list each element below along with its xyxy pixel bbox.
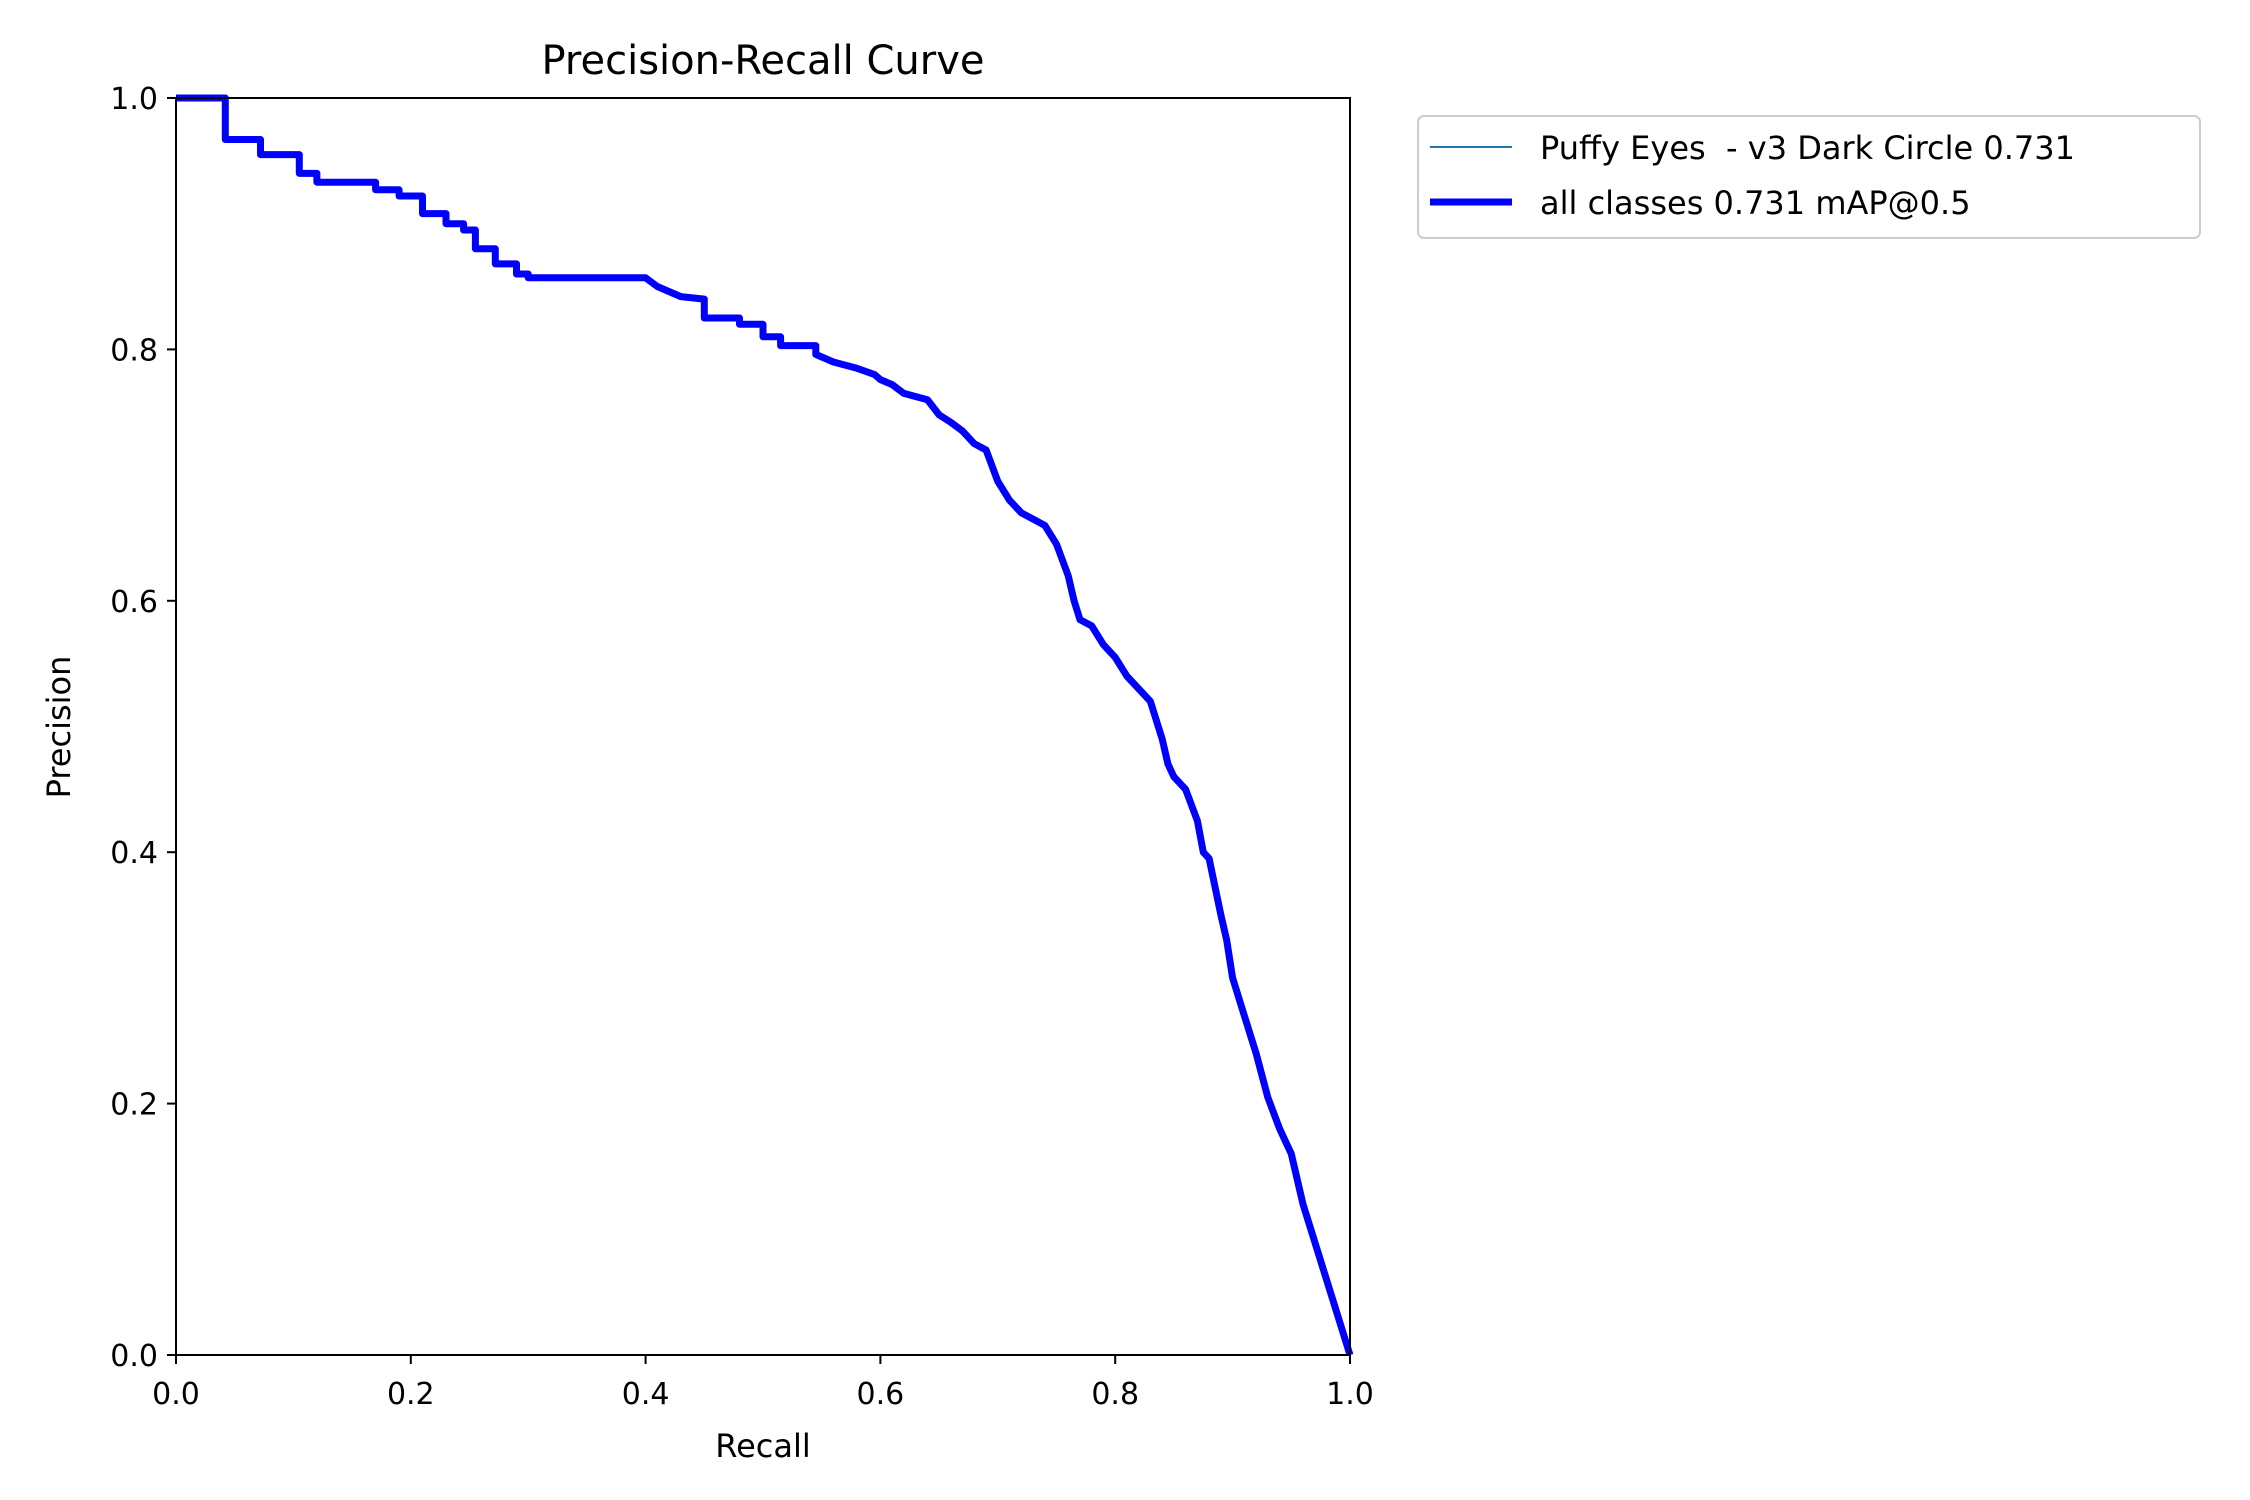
x-tick-label: 0.0 bbox=[152, 1377, 200, 1412]
x-tick-label: 0.2 bbox=[387, 1377, 435, 1412]
y-axis-ticks: 0.0 0.2 0.4 0.6 0.8 1.0 bbox=[110, 82, 176, 1374]
y-tick-label: 0.2 bbox=[110, 1088, 158, 1123]
y-tick-label: 0.4 bbox=[110, 836, 158, 871]
x-tick-label: 0.4 bbox=[622, 1377, 670, 1412]
x-tick-label: 1.0 bbox=[1326, 1377, 1374, 1412]
series-line-1 bbox=[176, 94, 1354, 1357]
y-tick-label: 1.0 bbox=[110, 82, 158, 117]
legend-label-0: Puffy Eyes - v3 Dark Circle 0.731 bbox=[1540, 129, 2075, 167]
x-tick-label: 0.8 bbox=[1091, 1377, 1139, 1412]
x-axis-title: Recall bbox=[715, 1427, 810, 1465]
x-axis-ticks: 0.0 0.2 0.4 0.6 0.8 1.0 bbox=[152, 1355, 1374, 1412]
y-tick-label: 0.6 bbox=[110, 585, 158, 620]
y-tick-label: 0.8 bbox=[110, 333, 158, 368]
legend-label-1: all classes 0.731 mAP@0.5 bbox=[1540, 184, 1971, 222]
legend-box bbox=[1417, 115, 2201, 239]
plot-frame bbox=[175, 97, 1351, 1356]
series-line-0 bbox=[176, 97, 1351, 1356]
legend: Puffy Eyes - v3 Dark Circle 0.731 all cl… bbox=[1417, 115, 2201, 239]
y-axis-title: Precision bbox=[40, 656, 78, 799]
x-tick-label: 0.6 bbox=[857, 1377, 905, 1412]
y-tick-label: 0.0 bbox=[110, 1339, 158, 1374]
chart-title: Precision-Recall Curve bbox=[542, 38, 985, 84]
series-layer bbox=[176, 94, 1354, 1357]
